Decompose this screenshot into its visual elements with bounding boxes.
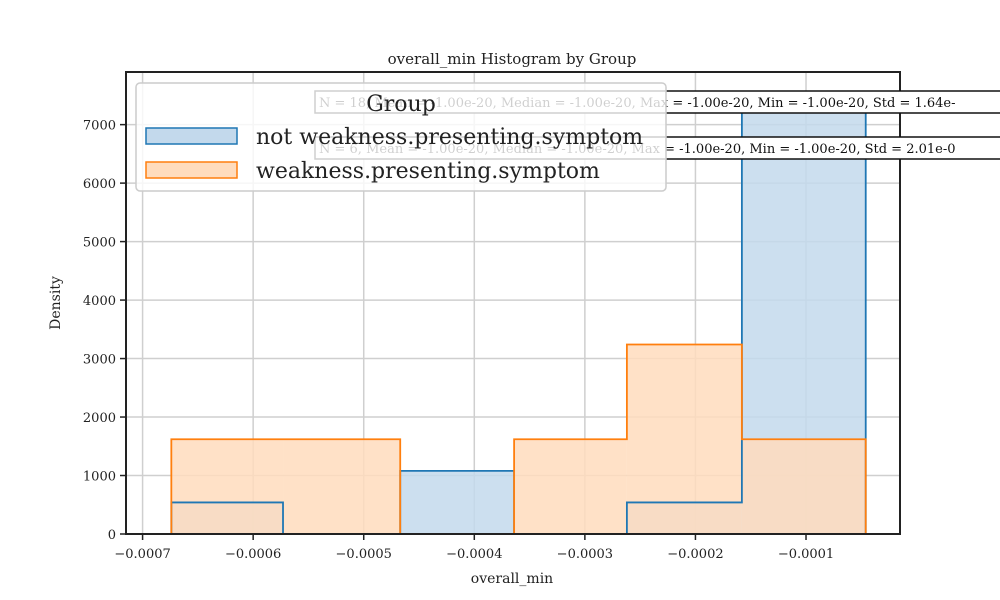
y-axis-label: Density [48,276,64,330]
y-tick-label-4: 4000 [83,294,116,309]
legend-swatch-not-weakness [145,127,238,145]
bar-series-1-bin-4 [626,344,742,534]
legend-swatch-weakness [145,161,238,179]
y-tick-label-5: 5000 [83,236,116,251]
y-tick-label-0: 0 [108,528,116,543]
step-outline-series-1 [170,343,867,534]
bar-series-1-bin-3 [514,439,627,534]
bar-series-0-bin-2 [400,470,515,534]
bar-series-1-bin-0 [171,439,284,534]
legend-label-not-weakness: not weakness.presenting.symptom [256,125,643,150]
y-tick-label-2: 2000 [83,411,116,426]
x-tick-label-6: −0.0001 [778,547,834,562]
y-tick-label-1: 1000 [83,470,116,485]
x-axis-label: overall_min [471,571,553,587]
legend-label-weakness: weakness.presenting.symptom [256,159,600,184]
x-axis-ticks: −0.0007 −0.0006 −0.0005 −0.0004 −0.0003 −0.00… [114,534,834,562]
x-tick-label-1: −0.0006 [225,547,281,562]
x-tick-label-3: −0.0004 [446,547,502,562]
bars-layer [170,94,867,534]
y-tick-label-7: 7000 [83,119,116,134]
y-tick-label-3: 3000 [83,353,116,368]
x-tick-label-2: −0.0005 [336,547,392,562]
legend: Group not weakness.presenting.symptom we… [135,82,667,192]
legend-box [135,82,667,192]
y-tick-label-6: 6000 [83,177,116,192]
legend-title: Group [366,92,436,117]
plot-frame [125,71,901,535]
x-tick-label-4: −0.0003 [557,547,613,562]
bar-series-1-bin-5 [741,439,866,534]
bar-series-1-bin-1 [283,439,401,534]
y-axis-ticks: 0 1000 2000 3000 4000 5000 6000 7000 [83,119,126,543]
x-tick-label-0: −0.0007 [114,547,170,562]
x-tick-label-5: −0.0002 [667,547,723,562]
chart-title: overall_min Histogram by Group [388,50,637,68]
